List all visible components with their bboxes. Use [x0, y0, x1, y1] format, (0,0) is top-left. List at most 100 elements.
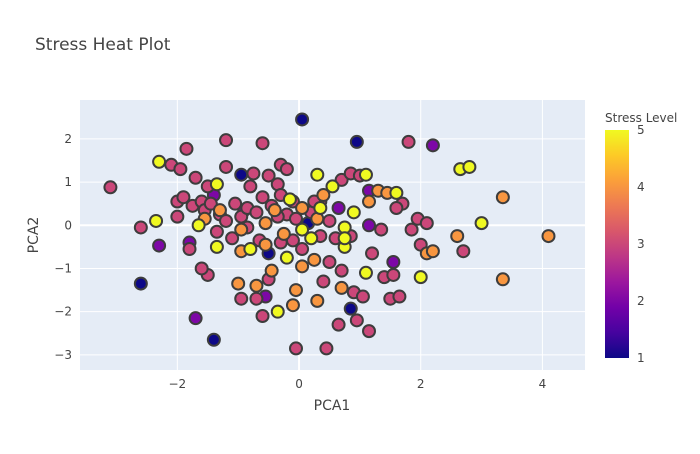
data-point[interactable]	[231, 276, 246, 291]
data-point[interactable]	[249, 278, 264, 293]
data-point[interactable]	[358, 265, 373, 280]
data-point[interactable]	[295, 112, 310, 127]
data-point[interactable]	[258, 216, 273, 231]
data-point[interactable]	[270, 304, 285, 319]
data-point[interactable]	[209, 177, 224, 192]
data-point[interactable]	[474, 216, 489, 231]
data-point[interactable]	[495, 190, 510, 205]
data-point[interactable]	[179, 141, 194, 156]
data-point[interactable]	[209, 224, 224, 239]
data-point[interactable]	[219, 213, 234, 228]
data-point[interactable]	[219, 133, 234, 148]
data-point[interactable]	[264, 263, 279, 278]
data-point[interactable]	[401, 134, 416, 149]
data-point[interactable]	[219, 159, 234, 174]
data-point[interactable]	[255, 309, 270, 323]
data-point[interactable]	[295, 201, 310, 215]
data-point[interactable]	[425, 138, 440, 153]
data-point[interactable]	[374, 222, 389, 237]
data-point[interactable]	[288, 211, 303, 226]
data-point[interactable]	[337, 231, 352, 246]
data-point[interactable]	[307, 252, 322, 267]
data-point[interactable]	[258, 237, 273, 252]
data-point[interactable]	[404, 222, 419, 237]
data-point[interactable]	[176, 190, 191, 205]
data-point[interactable]	[316, 274, 331, 289]
data-point[interactable]	[243, 179, 258, 194]
data-point[interactable]	[288, 341, 303, 356]
data-point[interactable]	[212, 203, 227, 218]
data-point[interactable]	[349, 313, 364, 328]
data-point[interactable]	[170, 209, 185, 224]
data-point[interactable]	[209, 239, 224, 254]
data-point[interactable]	[334, 172, 349, 187]
data-point[interactable]	[362, 324, 377, 339]
data-point[interactable]	[295, 259, 310, 274]
data-point[interactable]	[234, 167, 249, 182]
data-point[interactable]	[310, 167, 325, 182]
data-point[interactable]	[331, 201, 346, 215]
data-point[interactable]	[255, 136, 270, 151]
data-point[interactable]	[279, 162, 294, 177]
data-point[interactable]	[425, 244, 440, 259]
data-point[interactable]	[495, 272, 510, 287]
data-point[interactable]	[343, 301, 358, 316]
data-point[interactable]	[541, 229, 556, 244]
data-point[interactable]	[133, 276, 148, 291]
data-point[interactable]	[243, 242, 258, 257]
data-point[interactable]	[355, 289, 370, 304]
data-point[interactable]	[362, 218, 377, 233]
data-point[interactable]	[288, 283, 303, 298]
data-point[interactable]	[419, 216, 434, 231]
data-point[interactable]	[346, 205, 361, 220]
data-point[interactable]	[319, 341, 334, 356]
data-point[interactable]	[310, 293, 325, 308]
data-point[interactable]	[149, 213, 164, 228]
data-point[interactable]	[456, 244, 471, 259]
data-point[interactable]	[249, 291, 264, 306]
data-point[interactable]	[261, 168, 276, 183]
data-point[interactable]	[133, 220, 148, 235]
data-point[interactable]	[334, 280, 349, 295]
data-point[interactable]	[255, 190, 270, 205]
data-point[interactable]	[279, 250, 294, 265]
data-point[interactable]	[334, 263, 349, 278]
data-point[interactable]	[386, 255, 401, 269]
data-point[interactable]	[249, 205, 264, 220]
data-point[interactable]	[206, 332, 221, 347]
data-point[interactable]	[228, 196, 243, 211]
data-point[interactable]	[304, 231, 319, 246]
data-point[interactable]	[389, 185, 404, 200]
data-point[interactable]	[389, 201, 404, 215]
data-point[interactable]	[267, 203, 282, 218]
data-point[interactable]	[322, 255, 337, 269]
data-point[interactable]	[194, 261, 209, 276]
data-point[interactable]	[103, 180, 118, 195]
data-point[interactable]	[276, 226, 291, 241]
data-point[interactable]	[392, 289, 407, 304]
data-point[interactable]	[462, 159, 477, 174]
data-point[interactable]	[295, 242, 310, 257]
data-point[interactable]	[295, 222, 310, 237]
data-point[interactable]	[225, 231, 240, 246]
data-point[interactable]	[191, 218, 206, 233]
data-point[interactable]	[246, 166, 261, 181]
data-point[interactable]	[362, 194, 377, 209]
data-point[interactable]	[358, 167, 373, 182]
data-point[interactable]	[413, 270, 428, 285]
data-point[interactable]	[365, 246, 380, 261]
data-point[interactable]	[316, 188, 331, 203]
data-point[interactable]	[188, 170, 203, 185]
data-point[interactable]	[285, 233, 300, 248]
data-point[interactable]	[322, 213, 337, 228]
data-point[interactable]	[188, 311, 203, 326]
data-point[interactable]	[173, 162, 188, 177]
data-point[interactable]	[450, 229, 465, 244]
data-point[interactable]	[282, 192, 297, 207]
data-point[interactable]	[234, 291, 249, 306]
data-point[interactable]	[313, 201, 328, 215]
data-point[interactable]	[152, 238, 167, 253]
data-point[interactable]	[331, 317, 346, 332]
data-point[interactable]	[285, 298, 300, 313]
data-point[interactable]	[325, 179, 340, 194]
